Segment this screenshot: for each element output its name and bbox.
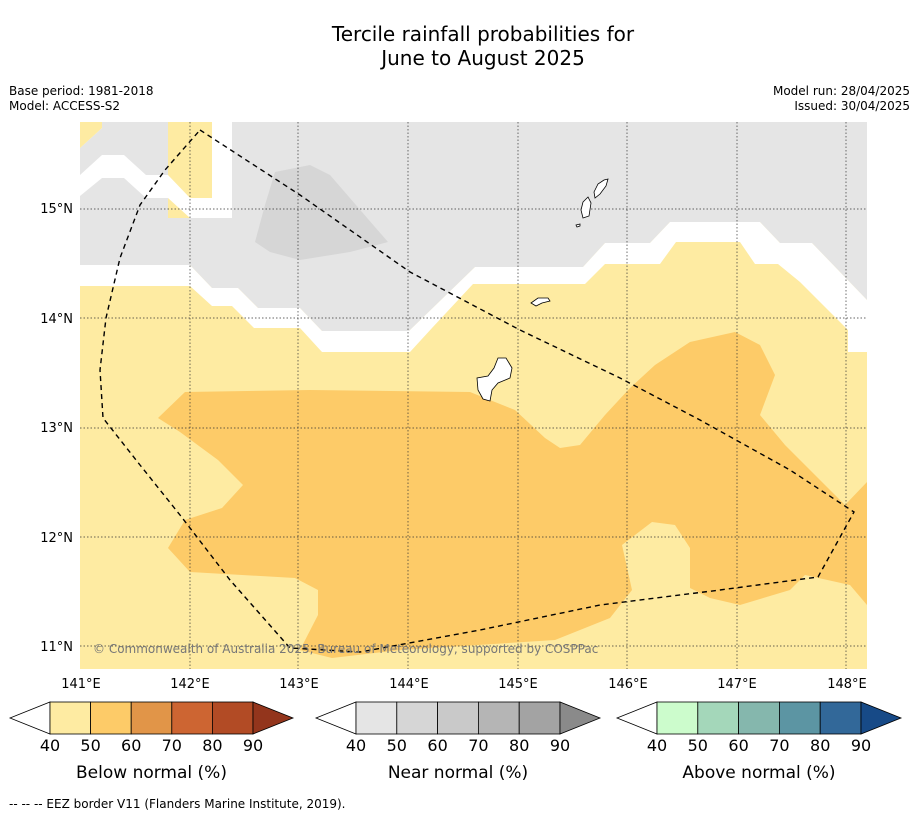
no-dominant-band: [80, 222, 867, 352]
colorbar-above-tick: 90: [851, 736, 871, 755]
lat-label-13: 13°N: [40, 421, 73, 436]
colorbar-above-tick: 70: [769, 736, 789, 755]
colorbar-near-segment: [396, 701, 438, 735]
colorbar-below-tick: 90: [243, 736, 263, 755]
islands: [476, 178, 609, 402]
lon-label-146: 146°E: [608, 677, 648, 692]
lat-label-12: 12°N: [40, 531, 73, 546]
colorbar-below-segment: [130, 701, 173, 735]
lat-label-15: 15°N: [40, 202, 73, 217]
lon-label-147: 147°E: [717, 677, 757, 692]
longitude-labels: 141°E 142°E 143°E 144°E 145°E 146°E 147°…: [61, 677, 867, 692]
model-run: Model run: 28/04/2025: [772, 84, 910, 98]
colorbar-above-label: Above normal (%): [682, 763, 835, 783]
aguijan-islet: [575, 223, 581, 228]
eez-border: [99, 129, 855, 653]
colorbar-near-tick: 50: [387, 736, 407, 755]
colorbar-near-tick: 80: [509, 736, 529, 755]
meta-left: Base period: 1981-2018 Model: ACCESS-S2: [9, 84, 154, 114]
lon-label-143: 143°E: [279, 677, 319, 692]
colorbar-near-tick: 40: [346, 736, 366, 755]
model-name: Model: ACCESS-S2: [9, 99, 121, 113]
colorbar-above-tick: 60: [728, 736, 748, 755]
guam-island: [476, 357, 513, 402]
lat-label-14: 14°N: [40, 312, 73, 327]
colorbar-near-high-extension: [559, 701, 602, 735]
colorbar-near-label: Near normal (%): [388, 763, 528, 783]
lon-label-142: 142°E: [170, 677, 210, 692]
lon-label-148: 148°E: [827, 677, 867, 692]
colorbar-near-normal: 40 50 60 70 80 90 Near normal (%): [314, 701, 602, 783]
rota-island: [530, 297, 551, 307]
colorbar-near-segment: [518, 701, 561, 735]
colorbar-above-segment: [779, 701, 821, 735]
title-line-1: Tercile rainfall probabilities for: [331, 22, 635, 46]
colorbar-near-segment: [355, 701, 398, 735]
lon-label-144: 144°E: [389, 677, 429, 692]
tinian-island: [580, 196, 592, 219]
colorbar-below-segment: [211, 701, 254, 735]
below-normal-40-pocket: [80, 122, 212, 198]
graticule: [80, 122, 867, 669]
colorbar-below-tick: 40: [40, 736, 60, 755]
colorbar-near-segment: [437, 701, 479, 735]
lat-label-11: 11°N: [40, 640, 73, 655]
colorbar-above-segment: [697, 701, 739, 735]
colorbar-near-segment: [477, 701, 520, 735]
colorbar-above-tick: 40: [647, 736, 667, 755]
copyright-notice: © Commonwealth of Australia 2025, Bureau…: [93, 642, 598, 656]
colorbar-above-segment: [656, 701, 699, 735]
colorbar-below-low-extension: [8, 701, 51, 735]
below-normal-50-region: [158, 332, 867, 658]
colorbar-below-label: Below normal (%): [76, 763, 227, 783]
meta-right: Model run: 28/04/2025 Issued: 30/04/2025: [773, 84, 910, 114]
colorbar-below-tick: 60: [121, 736, 141, 755]
colorbar-below-normal: 40 50 60 70 80 90 Below normal (%): [8, 701, 295, 783]
colorbar-above-low-extension: [615, 701, 658, 735]
saipan-island: [593, 178, 609, 199]
colorbar-near-tick: 60: [427, 736, 447, 755]
colorbar-below-tick: 50: [80, 736, 100, 755]
map-title: Tercile rainfall probabilities for June …: [0, 22, 919, 70]
colorbar-near-tick: 70: [468, 736, 488, 755]
lon-label-145: 145°E: [498, 677, 538, 692]
colorbar-below-tick: 80: [202, 736, 222, 755]
eez-legend: -- -- -- EEZ border V11 (Flanders Marine…: [9, 797, 346, 811]
issued-date: Issued: 30/04/2025: [794, 99, 910, 113]
colorbar-below-high-extension: [252, 701, 295, 735]
colorbar-above-tick: 80: [810, 736, 830, 755]
near-normal-50-patch: [255, 165, 388, 260]
latitude-labels: 15°N 14°N 13°N 12°N 11°N: [40, 202, 73, 655]
base-period: Base period: 1981-2018: [9, 84, 154, 98]
lon-label-141: 141°E: [61, 677, 101, 692]
map-panel: © Commonwealth of Australia 2025, Bureau…: [80, 122, 867, 669]
colorbar-near-tick: 90: [550, 736, 570, 755]
colorbar-above-high-extension: [860, 701, 903, 735]
colorbar-below-segment: [90, 701, 132, 735]
colorbar-below-tick: 70: [162, 736, 182, 755]
colorbar-near-low-extension: [314, 701, 357, 735]
colorbar-above-tick: 50: [688, 736, 708, 755]
colorbar-above-segment: [738, 701, 780, 735]
colorbar-below-segment: [171, 701, 213, 735]
colorbar-above-normal: 40 50 60 70 80 90 Above normal (%): [615, 701, 903, 783]
colorbar-below-segment: [49, 701, 91, 735]
colorbar-above-segment: [819, 701, 862, 735]
title-line-2: June to August 2025: [381, 46, 585, 70]
